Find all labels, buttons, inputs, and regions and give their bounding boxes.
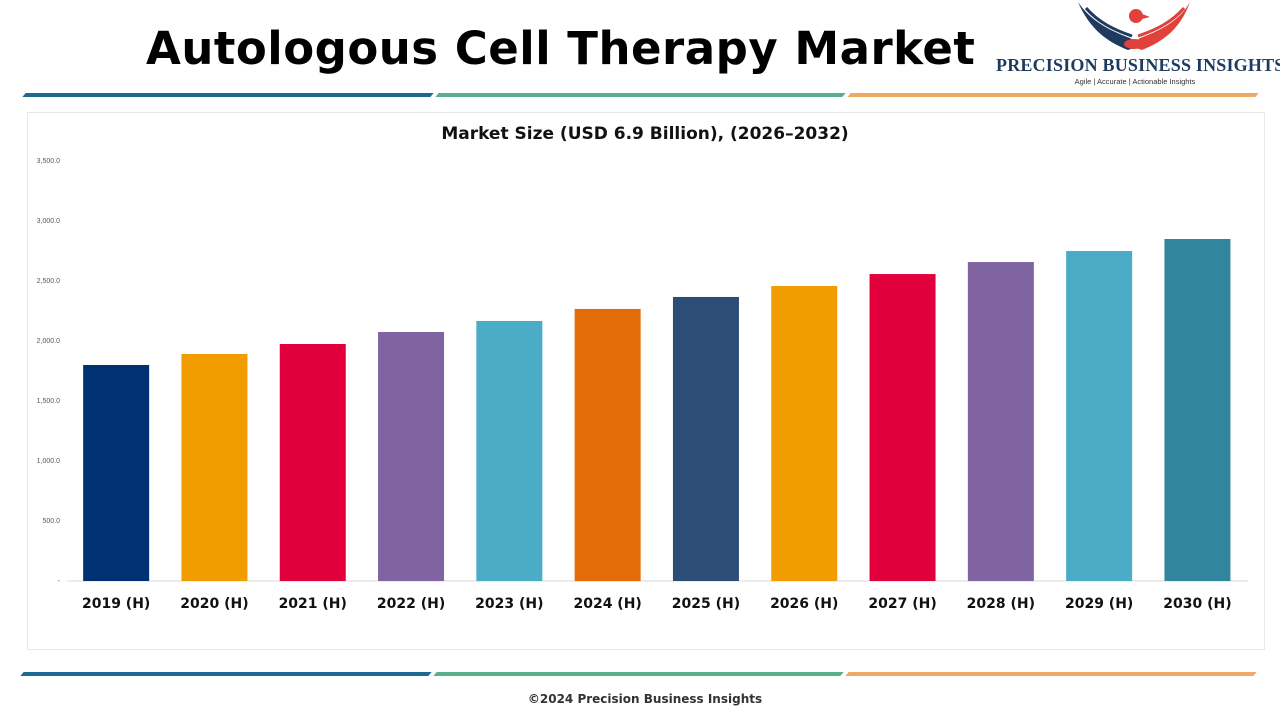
bar-2024 <box>574 308 641 581</box>
x-tick-label: 2028 (H) <box>967 596 1035 612</box>
y-tick-label: 500.0 <box>42 518 60 525</box>
y-tick-label: 2,500.0 <box>37 278 60 285</box>
logo-name: PRECISION BUSINESS INSIGHTS <box>996 55 1280 75</box>
y-tick-label: - <box>58 578 61 585</box>
bar-2030 <box>1164 239 1231 581</box>
bars <box>83 239 1231 581</box>
y-tick-label: 3,000.0 <box>37 218 60 225</box>
x-tick-label: 2027 (H) <box>868 596 936 612</box>
eagle-handshake-icon <box>1078 2 1190 50</box>
y-tick-label: 3,500.0 <box>37 158 60 165</box>
bar-2021 <box>279 344 346 581</box>
x-tick-label: 2030 (H) <box>1163 596 1231 612</box>
y-tick-label: 1,000.0 <box>37 458 60 465</box>
x-tick-label: 2021 (H) <box>279 596 347 612</box>
bar-2025 <box>672 296 739 581</box>
x-tick-label: 2026 (H) <box>770 596 838 612</box>
company-logo: PRECISION BUSINESS INSIGHTS Agile | Accu… <box>990 0 1280 90</box>
bar-2026 <box>771 286 838 581</box>
bar-2019 <box>83 365 150 581</box>
footer-copyright: ©2024 Precision Business Insights <box>527 692 763 706</box>
bar-2022 <box>378 332 445 581</box>
chart-title: Market Size (USD 6.9 Billion), (2026–203… <box>441 124 849 144</box>
x-tick-label: 2023 (H) <box>475 596 543 612</box>
bar-2027 <box>869 274 936 581</box>
x-tick-label: 2029 (H) <box>1065 596 1133 612</box>
x-tick-label: 2025 (H) <box>672 596 740 612</box>
y-tick-label: 2,000.0 <box>37 338 60 345</box>
x-axis-labels: 2019 (H) 2020 (H) 2021 (H) 2022 (H) 2023 (H)… <box>82 596 1232 612</box>
footer-stripe-green <box>433 672 844 676</box>
bar-2028 <box>967 262 1034 581</box>
x-tick-label: 2019 (H) <box>82 596 150 612</box>
bar-2020 <box>181 353 248 581</box>
bar-2023 <box>476 320 543 581</box>
footer-stripe-orange <box>845 672 1257 676</box>
y-tick-label: 1,500.0 <box>37 398 60 405</box>
x-tick-label: 2020 (H) <box>180 596 248 612</box>
x-tick-label: 2022 (H) <box>377 596 445 612</box>
y-axis: - 500.0 1,000.0 1,500.0 2,000.0 2,500.0 3,000.… <box>37 158 61 585</box>
footer-stripe-blue <box>20 672 432 676</box>
x-tick-label: 2024 (H) <box>573 596 641 612</box>
bar-2029 <box>1066 251 1133 581</box>
logo-tagline: Agile | Accurate | Actionable Insights <box>1074 77 1196 86</box>
page-title: Autologous Cell Therapy Market <box>146 22 976 75</box>
